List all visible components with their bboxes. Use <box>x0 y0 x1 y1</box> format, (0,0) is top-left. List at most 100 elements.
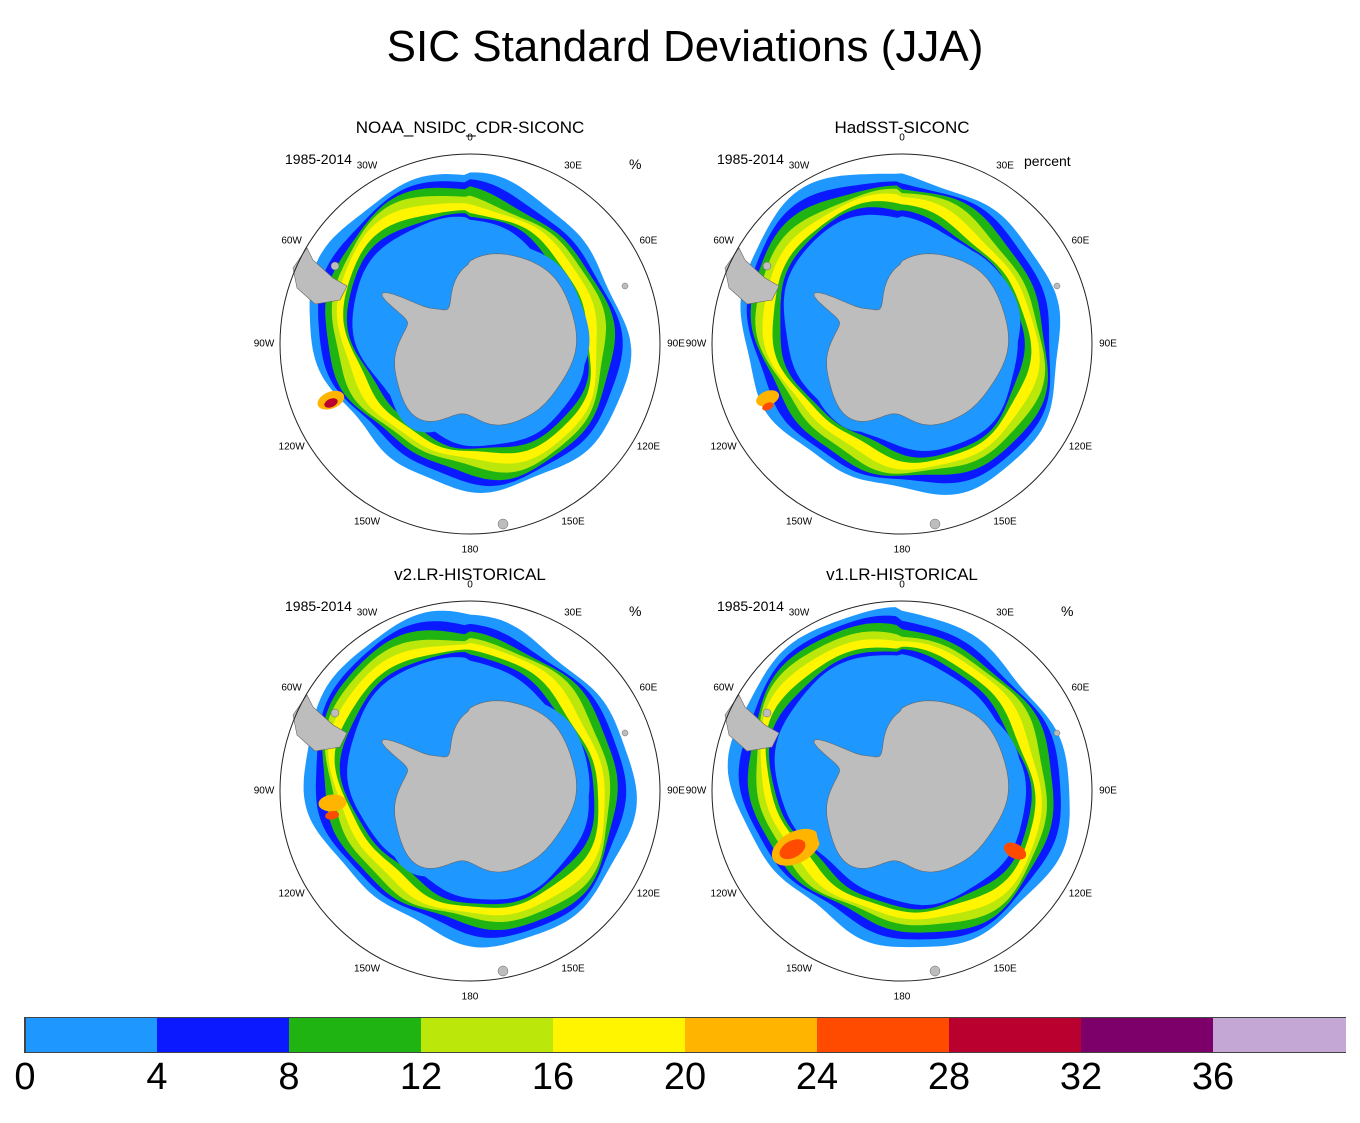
longitude-label: 120E <box>1068 441 1093 453</box>
colorbar-swatch <box>1081 1018 1214 1052</box>
colorbar-swatch <box>25 1018 158 1052</box>
island-land <box>762 708 772 718</box>
map-panel: NOAA_NSIDC_CDR-SICONC 1985-2014% 0 30E 60E 90… <box>253 118 685 558</box>
panel-units: % <box>1061 603 1074 619</box>
longitude-label: 60E <box>639 235 658 247</box>
panel-period: 1985-2014 <box>285 151 352 167</box>
south-america-land <box>724 694 780 752</box>
longitude-label: 120E <box>636 888 661 900</box>
antarctica-land <box>813 253 1009 426</box>
longitude-label: 60W <box>281 235 302 247</box>
figure-title: SIC Standard Deviations (JJA) <box>386 22 984 71</box>
longitude-label: 60E <box>1071 235 1090 247</box>
longitude-label: 60E <box>639 682 658 694</box>
colorbar-tick-label: 28 <box>927 1056 971 1098</box>
antarctica-land <box>813 700 1009 873</box>
longitude-label: 0 <box>467 579 473 591</box>
panel-period: 1985-2014 <box>717 598 784 614</box>
longitude-label: 120W <box>278 441 305 453</box>
longitude-label: 90W <box>253 785 275 797</box>
longitude-label: 150E <box>561 963 585 975</box>
sd-hotspot <box>324 398 338 408</box>
longitude-label: 90E <box>1099 785 1117 797</box>
longitude-label: 60W <box>713 235 734 247</box>
longitude-label: 0 <box>467 132 473 144</box>
island-land <box>497 518 509 530</box>
longitude-label: 90E <box>1099 338 1117 350</box>
map-panel: v1.LR-HISTORICAL 1985-2014% 0 30E 60E 90E 120E… <box>685 565 1117 1005</box>
polar-map <box>711 600 1093 982</box>
colorbar-swatch <box>553 1018 686 1052</box>
sd-hotspot <box>756 390 780 407</box>
panel-title: v2.LR-HISTORICAL <box>394 565 546 584</box>
longitude-label: 90W <box>685 785 707 797</box>
panel-title: HadSST-SICONC <box>834 118 970 137</box>
longitude-label: 60W <box>281 682 302 694</box>
colorbar-swatch <box>157 1018 290 1052</box>
island-land <box>497 965 509 977</box>
colorbar-swatch <box>817 1018 950 1052</box>
colorbar <box>24 1017 1346 1053</box>
longitude-label: 150W <box>353 963 381 975</box>
sd-hotspot <box>318 794 347 812</box>
longitude-label: 150W <box>353 516 381 528</box>
colorbar-tick-label: 4 <box>146 1056 168 1098</box>
island-land <box>929 518 941 530</box>
longitude-label: 0 <box>899 579 905 591</box>
panel-title: NOAA_NSIDC_CDR-SICONC <box>355 118 585 137</box>
panel-period: 1985-2014 <box>285 598 352 614</box>
polar-map <box>279 600 661 982</box>
longitude-label: 150W <box>785 963 813 975</box>
longitude-label: 180 <box>893 991 911 1003</box>
colorbar-tick-label: 12 <box>399 1056 443 1098</box>
longitude-label: 120E <box>1068 888 1093 900</box>
longitude-label: 180 <box>893 544 911 556</box>
sd-hotspot <box>325 810 340 820</box>
island-land <box>621 282 629 290</box>
colorbar-swatch <box>1213 1018 1346 1052</box>
polar-map <box>279 153 661 535</box>
longitude-label: 150W <box>785 516 813 528</box>
map-boundary <box>711 153 1093 535</box>
panel-units: % <box>629 156 642 172</box>
colorbar-tick-label: 20 <box>663 1056 707 1098</box>
longitude-label: 120W <box>710 888 737 900</box>
longitude-label: 30E <box>564 607 582 619</box>
longitude-label: 180 <box>461 544 479 556</box>
island-land <box>1053 729 1061 737</box>
longitude-label: 30E <box>996 607 1014 619</box>
longitude-label: 150E <box>993 516 1017 528</box>
island-land <box>330 261 340 271</box>
colorbar-tick-label: 36 <box>1191 1056 1235 1098</box>
panel-title: v1.LR-HISTORICAL <box>826 565 978 584</box>
colorbar-swatch <box>685 1018 818 1052</box>
longitude-label: 60E <box>1071 682 1090 694</box>
colorbar-tick-label: 8 <box>278 1056 300 1098</box>
longitude-label: 30E <box>564 160 582 172</box>
colorbar-swatch <box>949 1018 1082 1052</box>
island-land <box>330 708 340 718</box>
island-land <box>929 965 941 977</box>
polar-map <box>711 153 1093 535</box>
longitude-label: 90W <box>253 338 275 350</box>
sd-hotspot <box>1003 842 1027 860</box>
antarctica-land <box>381 253 577 426</box>
longitude-label: 30W <box>788 607 810 619</box>
longitude-label: 30W <box>788 160 810 172</box>
south-america-land <box>724 247 780 305</box>
panel-period: 1985-2014 <box>717 151 784 167</box>
longitude-label: 30W <box>356 160 378 172</box>
island-land <box>762 261 772 271</box>
sd-hotspot <box>762 402 774 411</box>
longitude-label: 120E <box>636 441 661 453</box>
south-america-land <box>292 694 348 752</box>
south-america-land <box>292 247 348 305</box>
colorbar-tick-label: 24 <box>795 1056 839 1098</box>
colorbar-swatch <box>289 1018 422 1052</box>
colorbar-tick-label: 32 <box>1059 1056 1103 1098</box>
sd-hotspot <box>779 839 806 860</box>
colorbar-tick-label: 16 <box>531 1056 575 1098</box>
map-boundary <box>279 153 661 535</box>
map-boundary <box>711 600 1093 982</box>
longitude-label: 120W <box>710 441 737 453</box>
